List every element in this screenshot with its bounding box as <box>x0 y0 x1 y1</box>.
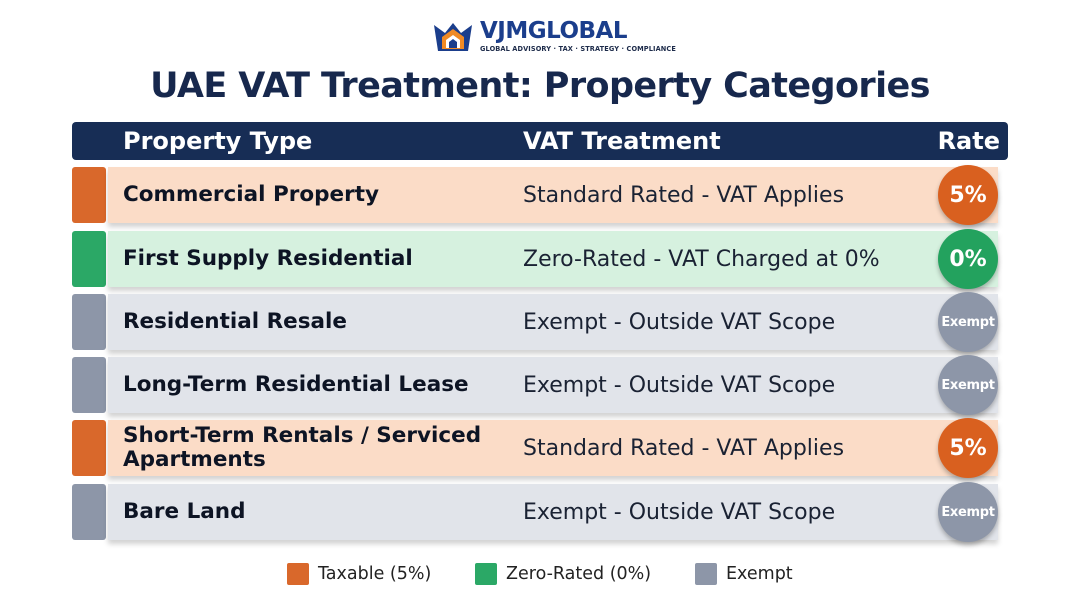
category-marker <box>72 357 106 413</box>
category-marker <box>72 420 106 476</box>
page-title: UAE VAT Treatment: Property Categories <box>150 66 930 106</box>
property-type-line1: Residential Resale <box>123 309 347 334</box>
property-type-cell: Bare Land <box>123 484 513 540</box>
property-type-line1: Commercial Property <box>123 182 380 207</box>
legend: Taxable (5%) Zero-Rated (0%) Exempt <box>0 563 1080 585</box>
header-property-type: Property Type <box>123 127 313 155</box>
property-type-line2: Apartments <box>123 447 266 472</box>
property-type-cell: Long-Term Residential Lease <box>123 357 513 413</box>
table-row: First Supply Residential Zero-Rated - VA… <box>72 229 1008 289</box>
category-marker <box>72 484 106 540</box>
vat-treatment-cell: Exempt - Outside VAT Scope <box>523 499 836 525</box>
property-type-line1: Bare Land <box>123 499 246 524</box>
rate-badge: Exempt <box>938 482 998 542</box>
company-logo: VJMGLOBAL GLOBAL ADVISORY · TAX · STRATE… <box>432 18 676 57</box>
brand-name-part2: OBAL <box>559 18 628 44</box>
brand-tagline: GLOBAL ADVISORY · TAX · STRATEGY · COMPL… <box>480 45 676 53</box>
header-rate: Rate <box>937 127 1000 155</box>
property-type-line1: Short-Term Rentals / Serviced <box>123 423 482 448</box>
table-row: Bare Land Exempt - Outside VAT Scope Exe… <box>72 482 1008 542</box>
rate-badge: 5% <box>938 165 998 225</box>
row-band <box>108 357 998 413</box>
category-marker <box>72 294 106 350</box>
vat-treatment-cell: Standard Rated - VAT Applies <box>523 435 845 461</box>
rate-badge: 0% <box>938 229 998 289</box>
legend-item: Zero-Rated (0%) <box>475 563 651 585</box>
table-row: Commercial Property Standard Rated - VAT… <box>72 165 1008 225</box>
legend-label: Exempt <box>726 564 793 584</box>
row-band <box>108 231 998 287</box>
rate-badge: Exempt <box>938 355 998 415</box>
legend-item: Taxable (5%) <box>287 563 431 585</box>
vat-treatment-cell: Standard Rated - VAT Applies <box>523 182 845 208</box>
category-marker <box>72 231 106 287</box>
property-type-line1: Long-Term Residential Lease <box>123 372 469 397</box>
vat-treatment-cell: Exempt - Outside VAT Scope <box>523 309 836 335</box>
property-type-cell: Residential Resale <box>123 294 513 350</box>
vat-treatment-cell: Exempt - Outside VAT Scope <box>523 372 836 398</box>
brand-name: VJMGLOBAL <box>480 18 628 44</box>
rate-badge: Exempt <box>938 292 998 352</box>
table-row: Residential Resale Exempt - Outside VAT … <box>72 292 1008 352</box>
property-type-cell: First Supply Residential <box>123 231 513 287</box>
property-type-line1: First Supply Residential <box>123 246 413 271</box>
row-band <box>108 167 998 223</box>
legend-item: Exempt <box>695 563 793 585</box>
legend-swatch-exempt <box>695 563 717 585</box>
table-header: Property Type VAT Treatment Rate <box>72 122 1008 160</box>
property-type-cell: Short-Term Rentals / Serviced Apartments <box>123 420 513 476</box>
table-row: Short-Term Rentals / Serviced Apartments … <box>72 418 1008 478</box>
rate-badge: 5% <box>938 418 998 478</box>
table-row: Long-Term Residential Lease Exempt - Out… <box>72 355 1008 415</box>
property-type-cell: Commercial Property <box>123 167 513 223</box>
header-vat-treatment: VAT Treatment <box>523 127 721 155</box>
legend-label: Zero-Rated (0%) <box>506 564 652 584</box>
row-band <box>108 420 998 476</box>
legend-label: Taxable (5%) <box>318 564 432 584</box>
legend-swatch-zero-rated <box>475 563 497 585</box>
vat-treatment-cell: Zero-Rated - VAT Charged at 0% <box>523 246 880 272</box>
brand-name-part1: VJMGL <box>480 18 560 44</box>
category-marker <box>72 167 106 223</box>
row-band <box>108 294 998 350</box>
legend-swatch-taxable <box>287 563 309 585</box>
row-band <box>108 484 998 540</box>
logo-emblem-icon <box>434 23 472 51</box>
